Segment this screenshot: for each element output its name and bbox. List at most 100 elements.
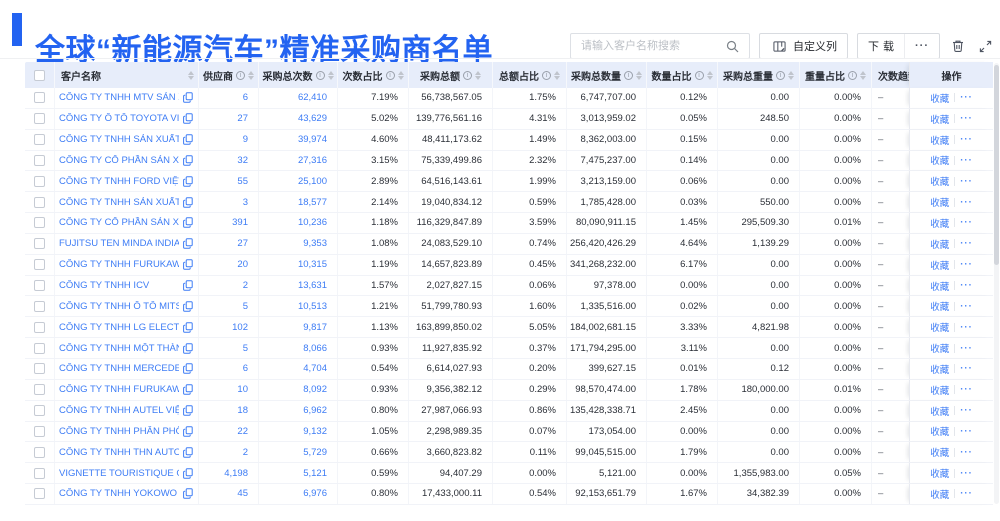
row-more-button[interactable]: ··· bbox=[960, 321, 973, 333]
row-more-button[interactable]: ··· bbox=[960, 217, 973, 229]
column-header-supplier[interactable]: 供应商 bbox=[199, 62, 259, 88]
row-checkbox[interactable] bbox=[34, 217, 45, 229]
row-more-button[interactable]: ··· bbox=[960, 488, 973, 500]
row-checkbox[interactable] bbox=[34, 113, 45, 125]
customer-name-link[interactable]: CÔNG TY TNHH AUTEL VIỆT N... bbox=[59, 405, 179, 417]
column-header-times_pct[interactable]: 次数占比 bbox=[338, 62, 409, 88]
customer-name-link[interactable]: CÔNG TY TNHH LG ELECTRON... bbox=[59, 321, 179, 333]
copy-icon[interactable] bbox=[183, 426, 193, 437]
row-checkbox[interactable] bbox=[34, 425, 45, 437]
customer-name-link[interactable]: CÔNG TY TNHH YOKOWO VIỆT... bbox=[59, 488, 179, 500]
info-icon[interactable] bbox=[463, 70, 472, 80]
copy-icon[interactable] bbox=[183, 280, 193, 291]
sort-icon[interactable] bbox=[397, 70, 404, 80]
favorite-button[interactable]: 收藏 bbox=[930, 156, 950, 168]
search-input[interactable] bbox=[579, 39, 723, 53]
row-checkbox[interactable] bbox=[34, 154, 45, 166]
sort-icon[interactable] bbox=[706, 70, 713, 80]
row-more-button[interactable]: ··· bbox=[960, 363, 973, 375]
customer-name-link[interactable]: VIGNETTE TOURISTIQUE G UNI... bbox=[59, 467, 179, 479]
row-checkbox[interactable] bbox=[34, 134, 45, 146]
row-checkbox[interactable] bbox=[34, 238, 45, 250]
copy-icon[interactable] bbox=[183, 405, 193, 416]
row-more-button[interactable]: ··· bbox=[960, 154, 973, 166]
info-icon[interactable] bbox=[776, 70, 785, 80]
row-more-button[interactable]: ··· bbox=[960, 425, 973, 437]
row-more-button[interactable]: ··· bbox=[960, 446, 973, 458]
copy-icon[interactable] bbox=[183, 217, 193, 229]
customer-name-link[interactable]: CÔNG TY TNHH MTV SẢN XUẤ... bbox=[59, 92, 179, 104]
customer-name-link[interactable]: CÔNG TY TNHH FURUKAWA A... bbox=[59, 384, 179, 396]
customer-name-link[interactable]: CÔNG TY TNHH MERCEDES-B... bbox=[59, 363, 179, 375]
sort-icon[interactable] bbox=[554, 70, 560, 80]
customer-name-link[interactable]: CÔNG TY TNHH ICV bbox=[59, 280, 150, 292]
customer-name-link[interactable]: CÔNG TY TNHH PHÂN PHỐI T... bbox=[59, 425, 179, 437]
row-checkbox[interactable] bbox=[34, 92, 45, 104]
copy-icon[interactable] bbox=[183, 134, 193, 145]
row-more-button[interactable]: ··· bbox=[960, 113, 973, 125]
copy-icon[interactable] bbox=[183, 447, 193, 458]
column-header-qty_pct[interactable]: 数量占比 bbox=[647, 62, 718, 88]
info-icon[interactable] bbox=[315, 70, 325, 80]
row-checkbox[interactable] bbox=[34, 446, 45, 458]
info-icon[interactable] bbox=[542, 70, 551, 80]
favorite-button[interactable]: 收藏 bbox=[930, 406, 950, 418]
copy-icon[interactable] bbox=[183, 155, 193, 166]
customer-name-link[interactable]: CÔNG TY CỔ PHẦN SẢN XUẤT... bbox=[59, 154, 179, 166]
row-more-button[interactable]: ··· bbox=[960, 196, 973, 208]
favorite-button[interactable]: 收藏 bbox=[930, 239, 950, 251]
customer-name-link[interactable]: CÔNG TY TNHH FURUKAWA A... bbox=[59, 259, 179, 271]
search-icon[interactable] bbox=[723, 37, 741, 55]
row-more-button[interactable]: ··· bbox=[960, 134, 973, 146]
copy-icon[interactable] bbox=[183, 322, 193, 333]
row-more-button[interactable]: ··· bbox=[960, 238, 973, 250]
customer-name-link[interactable]: CÔNG TY CỔ PHẦN SẢN XUẤT... bbox=[59, 217, 179, 229]
row-checkbox[interactable] bbox=[34, 280, 45, 292]
copy-icon[interactable] bbox=[183, 176, 193, 187]
copy-icon[interactable] bbox=[183, 113, 193, 124]
sort-icon[interactable] bbox=[188, 70, 194, 80]
column-header-name[interactable]: 客户名称 bbox=[55, 62, 199, 88]
favorite-button[interactable]: 收藏 bbox=[930, 93, 950, 105]
favorite-button[interactable]: 收藏 bbox=[930, 218, 950, 230]
download-button[interactable]: 下载 bbox=[868, 41, 898, 53]
vertical-scrollbar[interactable] bbox=[994, 63, 999, 504]
sort-icon[interactable] bbox=[327, 70, 334, 80]
favorite-button[interactable]: 收藏 bbox=[930, 114, 950, 126]
favorite-button[interactable]: 收藏 bbox=[930, 260, 950, 272]
column-header-amount[interactable]: 采购总额 bbox=[409, 62, 493, 88]
favorite-button[interactable]: 收藏 bbox=[930, 281, 950, 293]
row-checkbox[interactable] bbox=[34, 321, 45, 333]
info-icon[interactable] bbox=[236, 70, 245, 80]
row-checkbox[interactable] bbox=[34, 467, 45, 479]
select-all-checkbox[interactable] bbox=[34, 69, 45, 81]
favorite-button[interactable]: 收藏 bbox=[930, 489, 950, 501]
favorite-button[interactable]: 收藏 bbox=[930, 344, 950, 356]
info-icon[interactable] bbox=[385, 70, 395, 80]
column-header-weight[interactable]: 采购总重量 bbox=[718, 62, 800, 88]
copy-icon[interactable] bbox=[183, 342, 193, 354]
customer-name-link[interactable]: CÔNG TY Ô TÔ TOYOTA VIỆT ... bbox=[59, 113, 179, 125]
favorite-button[interactable]: 收藏 bbox=[930, 427, 950, 439]
customer-search-box[interactable] bbox=[570, 33, 750, 59]
customer-name-link[interactable]: CÔNG TY TNHH SẢN XUẤT VÀ ... bbox=[59, 134, 179, 146]
sort-icon[interactable] bbox=[860, 70, 866, 80]
copy-icon[interactable] bbox=[183, 92, 193, 104]
row-more-button[interactable]: ··· bbox=[960, 259, 973, 271]
column-header-times[interactable]: 采购总次数 bbox=[259, 62, 338, 88]
row-checkbox[interactable] bbox=[34, 405, 45, 417]
column-header-qty[interactable]: 采购总数量 bbox=[567, 62, 647, 88]
customer-name-link[interactable]: CÔNG TY TNHH SẢN XUẤT VÀ ... bbox=[59, 196, 179, 208]
customer-name-link[interactable]: CÔNG TY TNHH FORD VIỆT NAM bbox=[59, 175, 179, 187]
customer-name-link[interactable]: CÔNG TY TNHH MỘT THÀNH V... bbox=[59, 342, 179, 354]
row-checkbox[interactable] bbox=[34, 384, 45, 396]
row-more-button[interactable]: ··· bbox=[960, 92, 973, 104]
row-more-button[interactable]: ··· bbox=[960, 384, 973, 396]
favorite-button[interactable]: 收藏 bbox=[930, 364, 950, 376]
row-more-button[interactable]: ··· bbox=[960, 467, 973, 479]
favorite-button[interactable]: 收藏 bbox=[930, 385, 950, 397]
copy-icon[interactable] bbox=[183, 259, 193, 270]
favorite-button[interactable]: 收藏 bbox=[930, 469, 950, 481]
copy-icon[interactable] bbox=[183, 488, 193, 500]
customer-name-link[interactable]: CÔNG TY TNHH Ô TÔ MITSUBI... bbox=[59, 300, 179, 312]
